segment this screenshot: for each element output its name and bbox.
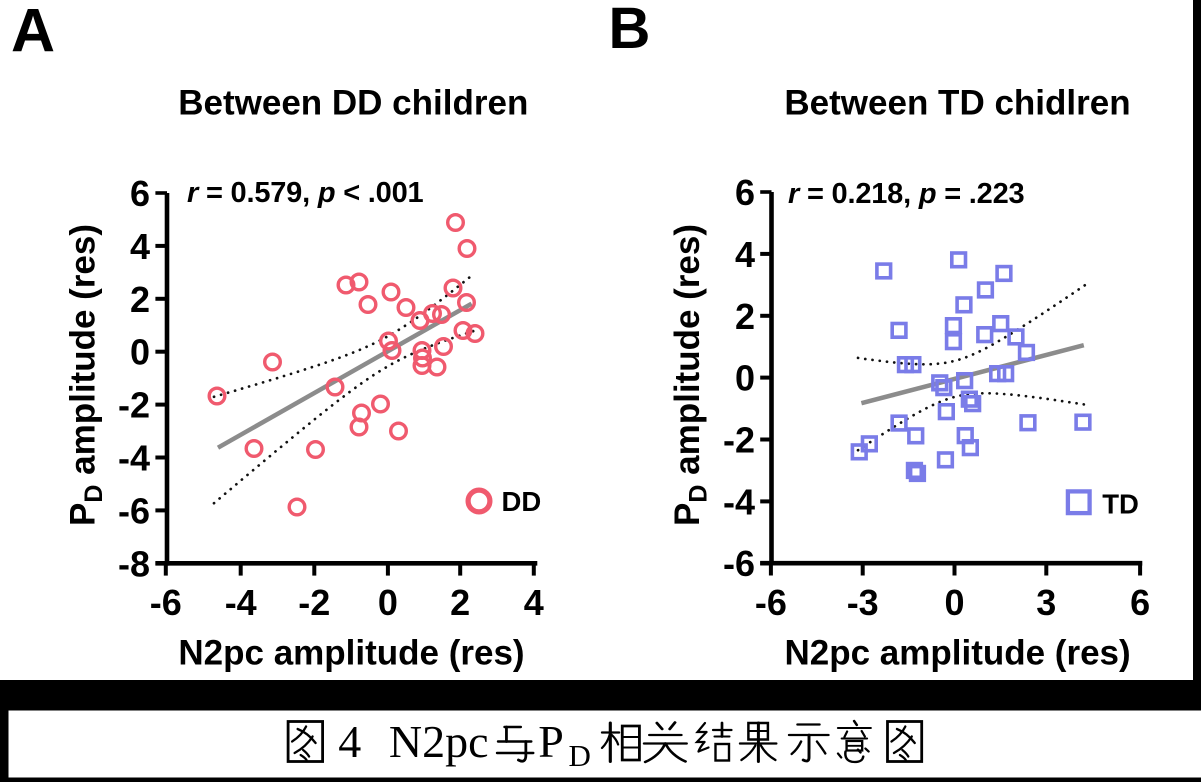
svg-text:2: 2 [450,582,470,623]
svg-text:r = 0.218, p = .223: r = 0.218, p = .223 [788,178,1025,210]
svg-text:Between TD chidlren: Between TD chidlren [784,84,1130,123]
svg-text:0: 0 [130,332,150,373]
svg-text:-6: -6 [723,543,755,584]
svg-text:0: 0 [735,358,755,399]
svg-text:Between DD children: Between DD children [178,84,528,123]
svg-text:4: 4 [735,234,755,275]
svg-text:N2pc amplitude (res): N2pc amplitude (res) [178,634,524,673]
svg-text:r = 0.579, p < .001: r = 0.579, p < .001 [187,177,424,209]
svg-text:3: 3 [1036,582,1056,623]
svg-text:4: 4 [524,582,544,623]
svg-text:-8: -8 [118,543,150,584]
svg-text:N2pc: N2pc [389,716,489,767]
svg-text:D: D [569,738,591,773]
svg-text:P: P [538,716,564,767]
svg-text:4: 4 [338,716,361,767]
svg-text:2: 2 [130,279,150,320]
svg-text:TD: TD [1102,488,1139,519]
svg-text:-6: -6 [118,490,150,531]
svg-text:0: 0 [944,582,964,623]
svg-text:6: 6 [1130,582,1150,623]
svg-text:4: 4 [130,226,150,267]
svg-text:0: 0 [378,582,398,623]
svg-text:N2pc amplitude (res): N2pc amplitude (res) [784,634,1130,673]
svg-text:6: 6 [735,172,755,213]
svg-text:-4: -4 [723,481,755,522]
svg-text:DD: DD [502,486,542,517]
svg-text:-4: -4 [225,582,257,623]
svg-text:B: B [609,0,651,61]
svg-text:-6: -6 [755,582,787,623]
svg-text:A: A [11,0,55,65]
svg-text:2: 2 [735,296,755,337]
svg-text:6: 6 [130,173,150,214]
svg-text:-2: -2 [298,582,330,623]
svg-text:-2: -2 [118,385,150,426]
svg-text:-4: -4 [118,438,150,479]
svg-text:PD amplitude (res): PD amplitude (res) [668,224,713,526]
svg-text:-3: -3 [847,582,879,623]
svg-text:-6: -6 [150,582,182,623]
svg-text:-2: -2 [723,420,755,461]
svg-text:PD amplitude (res): PD amplitude (res) [64,224,109,526]
